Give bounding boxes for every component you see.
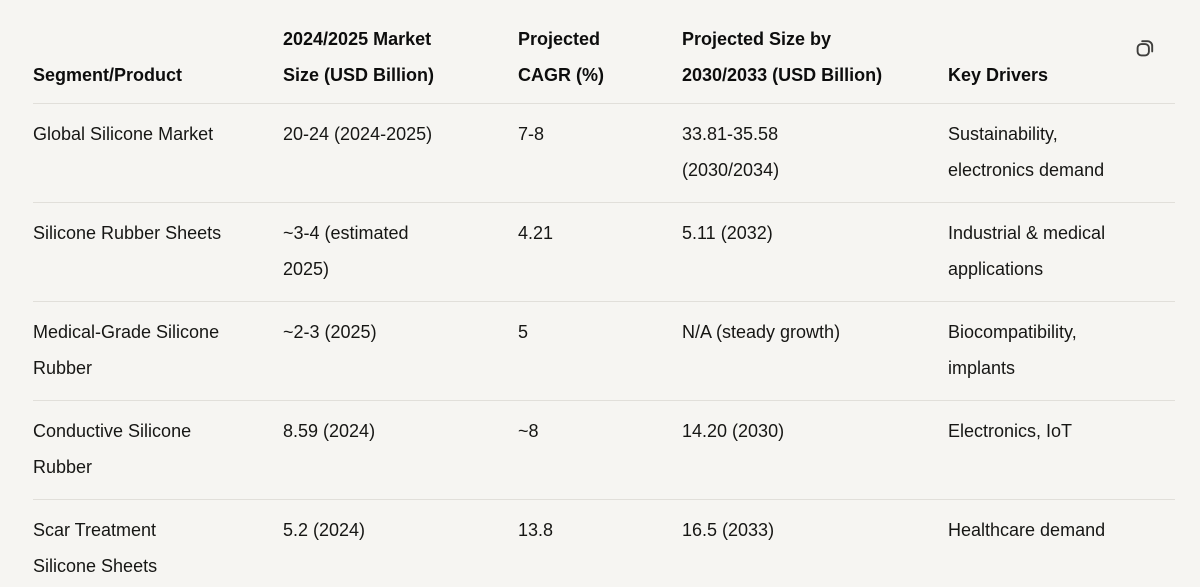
cell-cagr: 5 bbox=[518, 301, 682, 401]
cell-segment: Medical-Grade Silicone Rubber bbox=[33, 301, 283, 401]
cell-projected-size: 5.11 (2032) bbox=[682, 202, 948, 302]
cell-projected-size: N/A (steady growth) bbox=[682, 301, 948, 401]
column-header-market-size: 2024/2025 Market Size (USD Billion) bbox=[283, 0, 518, 104]
cell-key-drivers: Sustainability, electronics demand bbox=[948, 103, 1175, 203]
column-header-segment-product: Segment/Product bbox=[33, 0, 283, 104]
header-row: Segment/Product 2024/2025 Market Size (U… bbox=[33, 0, 1175, 104]
cell-cagr: 13.8 bbox=[518, 499, 682, 587]
table-row: Scar Treatment Silicone Sheets 5.2 (2024… bbox=[33, 499, 1175, 587]
cell-cagr: ~8 bbox=[518, 400, 682, 500]
cell-market-size: 8.59 (2024) bbox=[283, 400, 518, 500]
market-table: Segment/Product 2024/2025 Market Size (U… bbox=[33, 0, 1175, 587]
cell-market-size: ~2-3 (2025) bbox=[283, 301, 518, 401]
cell-projected-size: 16.5 (2033) bbox=[682, 499, 948, 587]
cell-market-size: 20-24 (2024-2025) bbox=[283, 103, 518, 203]
cell-projected-size: 14.20 (2030) bbox=[682, 400, 948, 500]
column-header-key-drivers: Key Drivers bbox=[948, 0, 1175, 104]
column-header-projected-size: Projected Size by 2030/2033 (USD Billion… bbox=[682, 0, 948, 104]
cell-key-drivers: Biocompatibility, implants bbox=[948, 301, 1175, 401]
cell-market-size: 5.2 (2024) bbox=[283, 499, 518, 587]
table-row: Global Silicone Market 20-24 (2024-2025)… bbox=[33, 103, 1175, 203]
cell-segment: Silicone Rubber Sheets bbox=[33, 202, 283, 302]
cell-key-drivers: Industrial & medical applications bbox=[948, 202, 1175, 302]
cell-cagr: 4.21 bbox=[518, 202, 682, 302]
column-header-cagr: Projected CAGR (%) bbox=[518, 0, 682, 104]
cell-segment: Scar Treatment Silicone Sheets bbox=[33, 499, 283, 587]
table-row: Silicone Rubber Sheets ~3-4 (estimated 2… bbox=[33, 202, 1175, 302]
cell-market-size: ~3-4 (estimated 2025) bbox=[283, 202, 518, 302]
cell-segment: Conductive Silicone Rubber bbox=[33, 400, 283, 500]
table-row: Conductive Silicone Rubber 8.59 (2024) ~… bbox=[33, 400, 1175, 500]
copy-icon bbox=[1136, 40, 1154, 57]
cell-key-drivers: Electronics, IoT bbox=[948, 400, 1175, 500]
table-row: Medical-Grade Silicone Rubber ~2-3 (2025… bbox=[33, 301, 1175, 401]
cell-segment: Global Silicone Market bbox=[33, 103, 283, 203]
cell-projected-size: 33.81-35.58 (2030/2034) bbox=[682, 103, 948, 203]
cell-cagr: 7-8 bbox=[518, 103, 682, 203]
cell-key-drivers: Healthcare demand bbox=[948, 499, 1175, 587]
copy-table-button[interactable] bbox=[1131, 34, 1159, 62]
